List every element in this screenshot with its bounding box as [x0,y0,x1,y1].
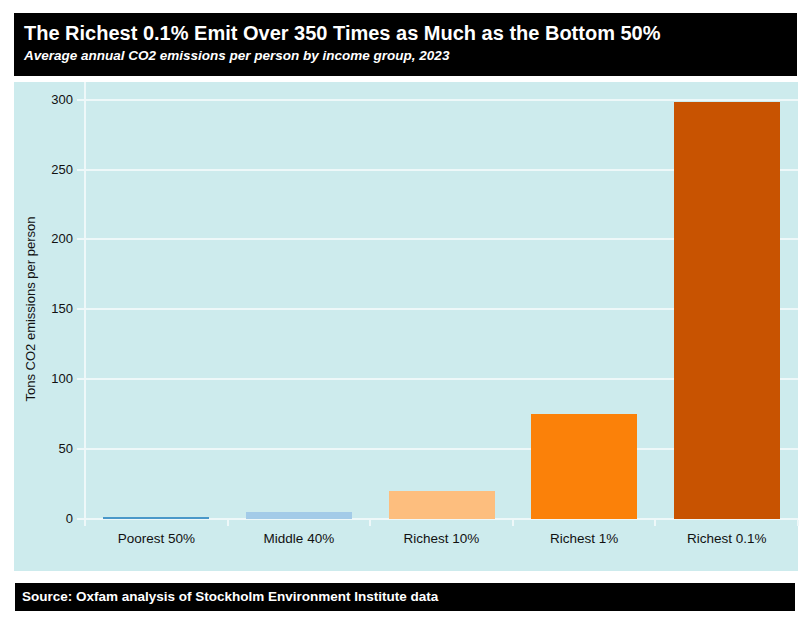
y-tick-label-50: 50 [25,441,73,456]
source-text: Source: Oxfam analysis of Stockholm Envi… [22,589,438,604]
x-tick-label-0: Poorest 50% [85,531,228,546]
y-tick-label-150: 150 [25,301,73,316]
bar-richest-10- [389,491,495,519]
x-tick-2 [369,520,371,526]
y-tick-label-0: 0 [25,511,73,526]
x-tick-4 [654,520,656,526]
y-tick-label-200: 200 [25,231,73,246]
page: The Richest 0.1% Emit Over 350 Times as … [0,0,811,624]
y-tick-label-300: 300 [25,92,73,107]
plot-area: 050100150200250300Poorest 50%Middle 40%R… [14,82,798,571]
chart-subtitle: Average annual CO2 emissions per person … [24,48,797,64]
y-tick-label-250: 250 [25,162,73,177]
chart-title-bar: The Richest 0.1% Emit Over 350 Times as … [14,13,797,76]
x-tick-label-1: Middle 40% [228,531,371,546]
chart-title: The Richest 0.1% Emit Over 350 Times as … [24,20,797,46]
bar-richest-0-1- [674,102,780,519]
x-tick-label-2: Richest 10% [370,531,513,546]
x-tick-5 [797,520,799,526]
chart-area: Tons CO2 emissions per person 0501001502… [14,82,798,571]
bar-poorest-50- [103,517,209,519]
gridline-300 [85,99,798,101]
y-tick-label-100: 100 [25,371,73,386]
bar-richest-1- [531,414,637,519]
x-tick-0 [84,520,86,526]
bar-middle-40- [246,512,352,519]
x-tick-1 [227,520,229,526]
source-bar: Source: Oxfam analysis of Stockholm Envi… [15,583,795,611]
y-axis-spine [84,82,86,526]
x-tick-3 [512,520,514,526]
x-tick-label-3: Richest 1% [513,531,656,546]
x-tick-label-4: Richest 0.1% [655,531,798,546]
